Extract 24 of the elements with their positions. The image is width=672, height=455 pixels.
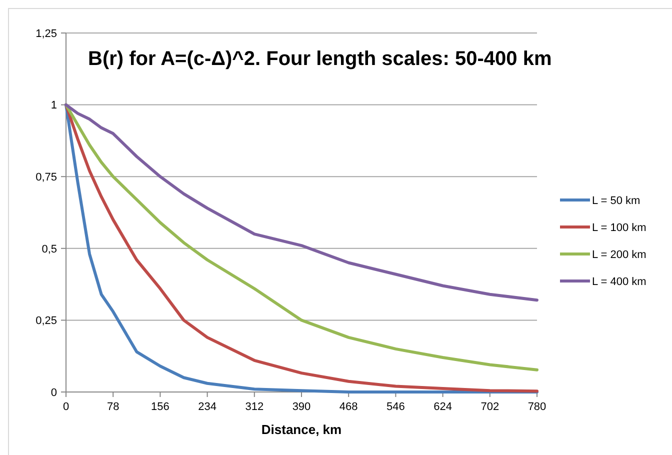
x-tick-label: 390	[292, 401, 311, 413]
x-tick-label: 468	[339, 401, 358, 413]
x-tick-label: 702	[480, 401, 500, 413]
legend-label: L = 100 km	[592, 222, 646, 234]
legend-label: L = 200 km	[592, 248, 646, 261]
y-tick-label: 0,25	[36, 315, 57, 328]
y-tick-label: 0,5	[42, 243, 57, 256]
x-tick-label: 156	[151, 401, 170, 413]
y-tick-label: 0	[50, 386, 57, 399]
legend-label: L = 50 km	[592, 194, 640, 207]
x-tick-label: 546	[386, 401, 405, 413]
y-tick-label: 1	[50, 100, 57, 112]
x-axis-title: Distance, km	[261, 422, 342, 437]
x-tick-label: 312	[245, 401, 264, 413]
text: B(r) for A=(c-Δ)^2. Four length scales: 50-400 km	[88, 48, 552, 70]
legend-label: L = 400 km	[592, 276, 646, 288]
x-tick-label: 624	[434, 401, 452, 413]
x-tick-label: 0	[62, 401, 70, 413]
line-series	[64, 103, 538, 302]
x-tick-label: 234	[198, 401, 216, 413]
y-tick-label: 0,75	[36, 171, 57, 184]
x-tick-label: 78	[106, 401, 120, 413]
y-tick-label: 1,25	[36, 28, 57, 40]
x-tick-label: 780	[528, 401, 546, 413]
